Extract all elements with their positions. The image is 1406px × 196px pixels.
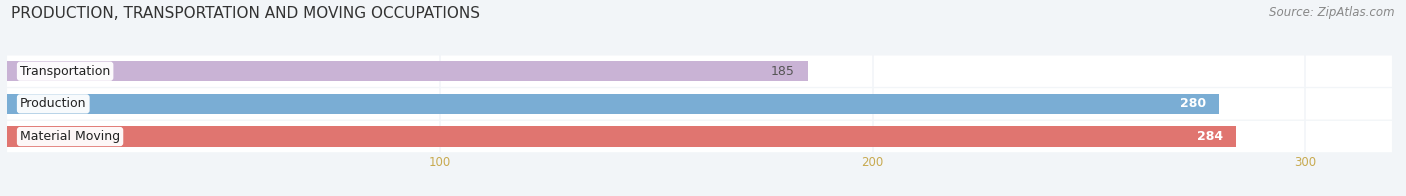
Text: Transportation: Transportation (20, 65, 110, 78)
Text: 280: 280 (1180, 97, 1206, 110)
Text: PRODUCTION, TRANSPORTATION AND MOVING OCCUPATIONS: PRODUCTION, TRANSPORTATION AND MOVING OC… (11, 6, 481, 21)
Bar (7, 94, 1219, 114)
FancyBboxPatch shape (7, 88, 1392, 120)
FancyBboxPatch shape (7, 121, 1392, 152)
Text: Source: ZipAtlas.com: Source: ZipAtlas.com (1270, 6, 1395, 19)
Text: Production: Production (20, 97, 87, 110)
Text: 185: 185 (770, 65, 794, 78)
Bar (7, 126, 1236, 147)
Bar (7, 61, 807, 81)
Text: Material Moving: Material Moving (20, 130, 120, 143)
FancyBboxPatch shape (7, 55, 1392, 87)
Text: 284: 284 (1197, 130, 1223, 143)
